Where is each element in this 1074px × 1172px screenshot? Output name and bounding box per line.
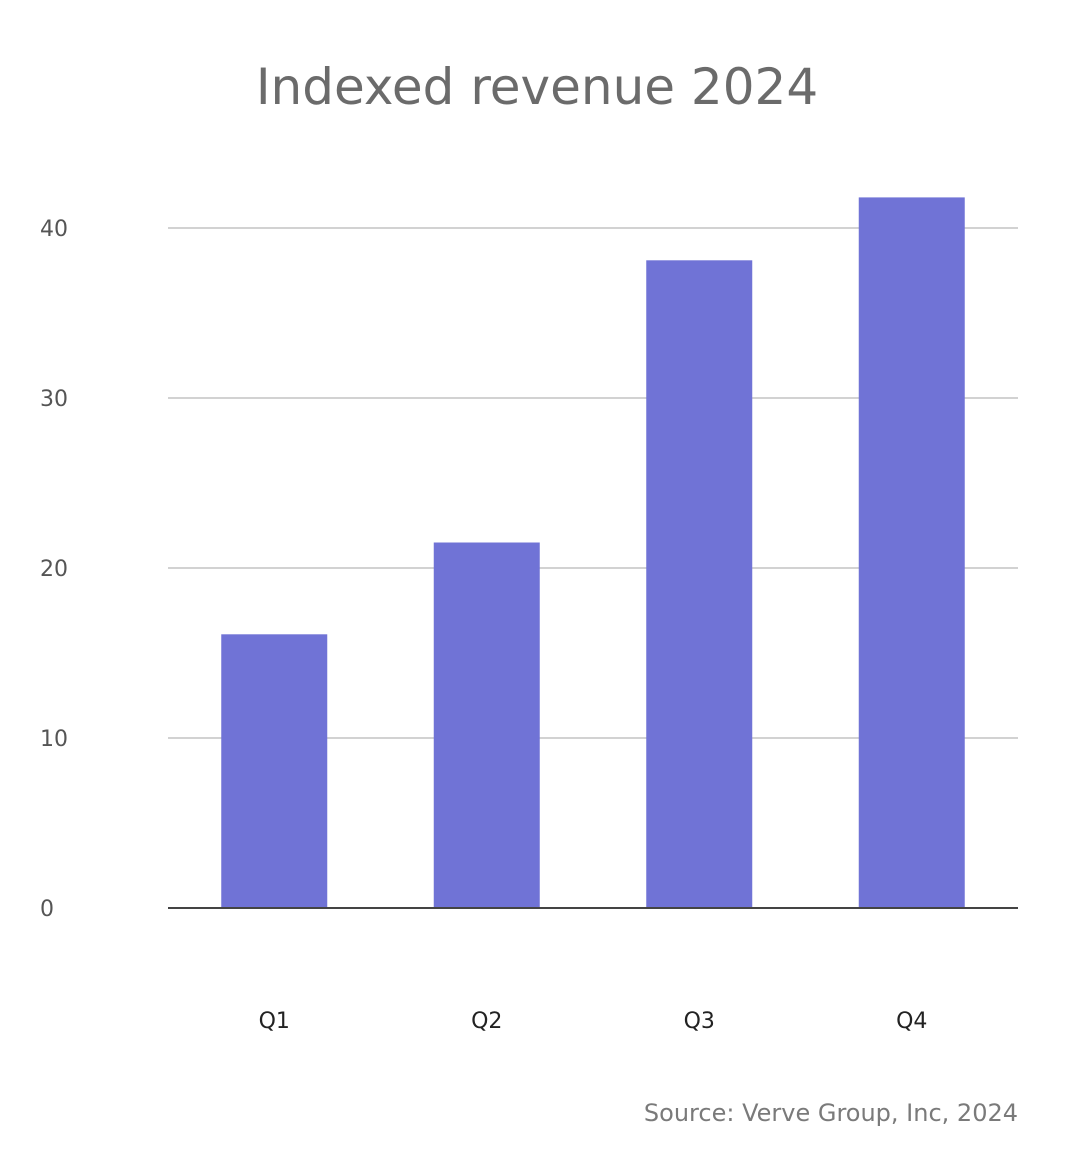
bar [221,634,328,908]
bars [221,197,965,908]
bar [646,260,753,908]
x-tick-label: Q4 [896,1009,927,1034]
source-note: Source: Verve Group, Inc, 2024 [643,1099,1018,1127]
y-tick-label: 20 [40,557,68,582]
x-tick-label: Q3 [684,1009,715,1034]
y-tick-label: 40 [40,217,68,242]
y-tick-label: 30 [40,387,68,412]
y-tick-labels: 0 10 20 30 40 [40,217,68,922]
x-tick-label: Q1 [259,1009,290,1034]
y-tick-label: 10 [40,727,68,752]
y-tick-label: 0 [40,897,54,922]
x-tick-label: Q2 [471,1009,502,1034]
chart-title: Indexed revenue 2024 [255,58,819,116]
bar [433,542,540,908]
x-tick-labels: Q1 Q2 Q3 Q4 [259,1009,928,1034]
bar [858,197,965,908]
